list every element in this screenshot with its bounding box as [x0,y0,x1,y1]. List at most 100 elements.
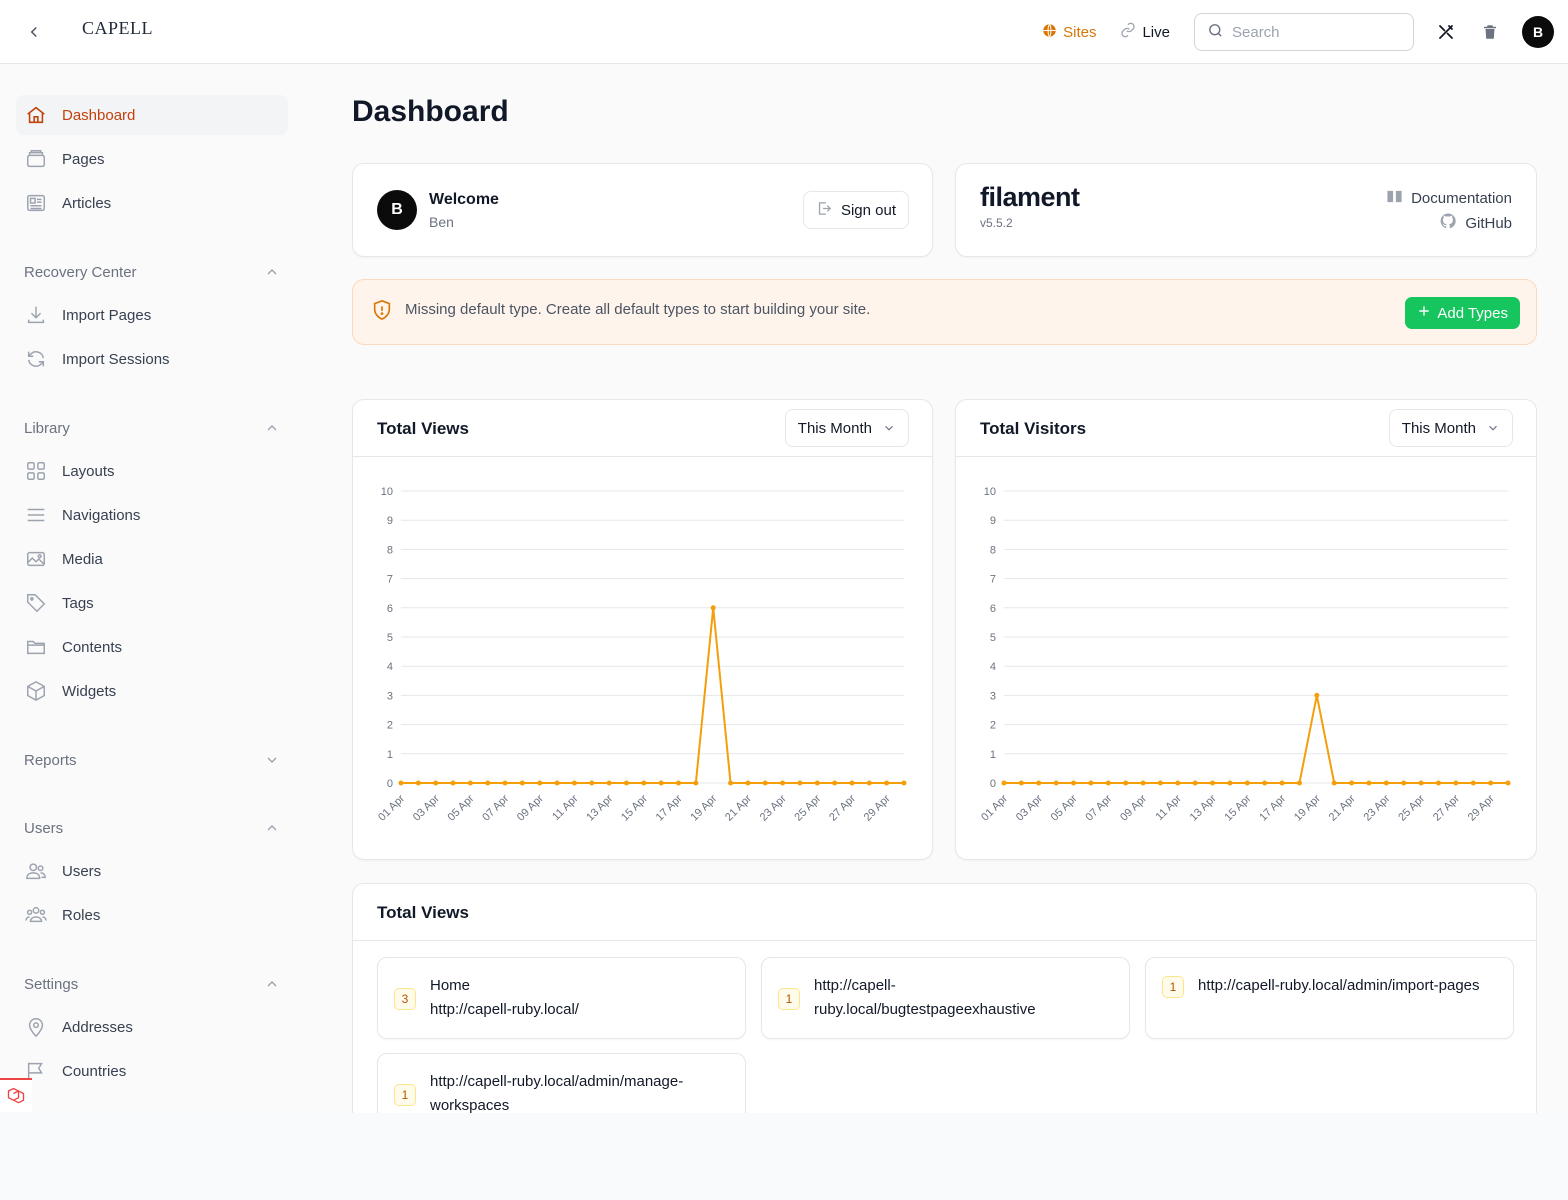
x-tick-label: 23 Apr [758,792,789,823]
back-icon[interactable] [22,20,46,44]
sidebar-item-contents[interactable]: Contents [16,627,288,667]
sidebar-item-addresses[interactable]: Addresses [16,1007,288,1047]
chevron-up-icon [267,425,277,431]
sidebar-item-import-pages[interactable]: Import Pages [16,295,288,335]
sidebar-item-label: Import Pages [62,306,152,324]
y-tick-label: 7 [387,574,393,586]
group-library[interactable]: Library [24,416,280,440]
list-item[interactable]: 1 http://capell-ruby.local/admin/import-… [1145,957,1514,1039]
period-select-value: This Month [797,419,872,437]
sidebar-item-dashboard[interactable]: Dashboard [16,95,288,135]
x-tick-label: 29 Apr [862,792,893,823]
sidebar-item-pages[interactable]: Pages [16,139,288,179]
chevron-down-icon [885,425,893,431]
data-point [1001,780,1007,786]
tools-icon[interactable] [1434,20,1458,44]
view-page-text: http://capell-ruby.local/admin/manage-wo… [430,1073,684,1113]
x-tick-label: 03 Apr [411,792,442,823]
data-point [450,780,456,786]
x-tick-label: 11 Apr [1154,792,1185,823]
search-icon [1207,22,1224,43]
data-point [1210,780,1216,786]
sidebar-item-articles[interactable]: Articles [16,183,288,223]
sidebar-item-label: Roles [62,906,101,924]
avatar[interactable]: B [1522,16,1554,48]
list-item[interactable]: 1 http://capell-ruby.local/admin/manage-… [377,1053,746,1113]
view-count-badge: 1 [778,988,800,1010]
chevron-up-icon [267,269,277,275]
period-select[interactable]: This Month [1388,409,1513,447]
page-title: Dashboard [352,95,509,128]
data-point [641,780,647,786]
welcome-title: Welcome [429,191,499,208]
sidebar-item-tags[interactable]: Tags [16,583,288,623]
data-point [1192,780,1198,786]
list-item[interactable]: 1 http://capell-ruby.local/bugtestpageex… [761,957,1130,1039]
x-tick-label: 19 Apr [1292,792,1323,823]
y-tick-label: 5 [387,632,393,644]
download-icon [24,303,48,327]
data-point [1053,780,1059,786]
sidebar-item-import-sessions[interactable]: Import Sessions [16,339,288,379]
y-tick-label: 8 [387,544,393,556]
filament-info-card: filament v5.5.2 Documentation GitHub [955,163,1537,257]
total-views-chart: 0 1 2 3 4 5 6 7 8 9 10 01 Apr 03 Apr 05 Apr 07 Apr 09 A… [376,486,907,824]
y-tick-label: 4 [990,661,996,673]
x-tick-label: 27 Apr [827,792,858,823]
sidebar-item-media[interactable]: Media [16,539,288,579]
y-tick-label: 6 [990,603,996,615]
y-tick-label: 9 [387,515,393,527]
app-logo[interactable]: CAPELL [82,18,154,38]
period-select-value: This Month [1401,419,1476,437]
data-point [797,780,803,786]
main-content: Dashboard B Welcome Ben Sign out filamen… [352,65,1537,1113]
y-tick-label: 7 [990,574,996,586]
chart-title: Total Views [377,419,469,438]
data-point [1366,780,1372,786]
total-visitors-chart: 0 1 2 3 4 5 6 7 8 9 10 01 Apr 03 Apr 05 Apr 07 Apr 09 A… [979,486,1511,824]
chevron-down-icon [267,757,277,763]
sidebar-item-label: Countries [62,1062,127,1080]
data-point [832,780,838,786]
chevron-up-icon [267,825,277,831]
live-link[interactable]: Live [1120,22,1170,42]
plus-icon [1417,304,1431,322]
data-point [415,780,421,786]
sidebar-item-roles[interactable]: Roles [16,895,288,935]
total-visitors-chart-card: Total Visitors This Month 0 1 2 3 4 5 6 7 8 9 10 01… [955,399,1537,860]
add-types-button[interactable]: Add Types [1405,297,1520,329]
group-reports[interactable]: Reports [24,748,280,772]
debug-toolbar-icon[interactable] [0,1078,32,1112]
data-point [728,780,734,786]
x-tick-label: 11 Apr [550,792,581,823]
group-recovery-center[interactable]: Recovery Center [24,260,280,284]
chart-title: Total Visitors [980,419,1087,438]
group-label: Reports [24,751,77,769]
group-users[interactable]: Users [24,816,280,840]
sidebar-item-users[interactable]: Users [16,851,288,891]
data-point [606,780,612,786]
data-point [1435,780,1441,786]
sites-link[interactable]: Sites [1042,23,1096,42]
sidebar-item-layouts[interactable]: Layouts [16,451,288,491]
sidebar-item-navigations[interactable]: Navigations [16,495,288,535]
y-tick-label: 0 [990,778,996,790]
period-select[interactable]: This Month [784,409,909,447]
sign-out-button[interactable]: Sign out [802,191,909,229]
documentation-link[interactable]: Documentation [1386,188,1512,209]
github-link[interactable]: GitHub [1439,212,1512,234]
sidebar-item-countries[interactable]: Countries [16,1051,288,1091]
group-label: Users [24,819,64,837]
views-list-title: Total Views [377,903,469,922]
search-input[interactable]: Search [1194,13,1414,51]
sidebar: Dashboard Pages Articles Recovery Center… [0,65,312,1113]
y-tick-label: 0 [387,778,393,790]
sidebar-item-label: Navigations [62,506,141,524]
list-item[interactable]: 3 Home http://capell-ruby.local/ [377,957,746,1039]
trash-icon[interactable] [1478,20,1502,44]
total-views-list-card: Total Views 3 Home http://capell-ruby.lo… [352,883,1537,1113]
map-pin-icon [24,1015,48,1039]
group-settings[interactable]: Settings [24,972,280,996]
data-point [502,780,508,786]
sidebar-item-widgets[interactable]: Widgets [16,671,288,711]
